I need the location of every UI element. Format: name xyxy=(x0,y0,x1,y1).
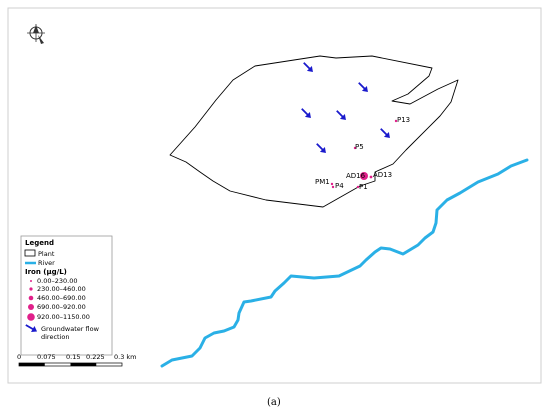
compass-icon xyxy=(27,24,45,44)
site-label-p4: P4 xyxy=(335,182,344,190)
scale-tick-3: 0.225 xyxy=(86,353,105,361)
marker-p4 xyxy=(331,185,335,189)
sampling-points xyxy=(330,119,398,189)
marker-p1 xyxy=(356,185,360,189)
legend-iron-class-1: 230.00–460.00 xyxy=(37,285,86,293)
legend-iron-class-2: 460.00–690.00 xyxy=(37,294,86,302)
site-labels: P13 P5 AD16 AD13 PM1 P4 P1 xyxy=(315,116,410,191)
flow-arrow-icon xyxy=(358,82,368,92)
flow-arrow-icon xyxy=(316,143,326,153)
map-frame xyxy=(7,7,542,384)
scale-tick-1: 0.075 xyxy=(37,353,56,361)
iron-class-marker xyxy=(27,313,35,321)
site-label-p13: P13 xyxy=(397,116,410,124)
iron-class-marker xyxy=(28,304,34,310)
legend-iron-class-0: 0.00–230.00 xyxy=(37,277,77,285)
site-label-ad16: AD16 xyxy=(346,172,366,180)
legend-iron-class-4: 920.00–1150.00 xyxy=(37,313,90,321)
flow-arrows xyxy=(301,62,390,153)
scale-tick-0: 0 xyxy=(17,353,21,361)
scale-bar: 0 0.075 0.15 0.225 0.3 km xyxy=(17,353,137,367)
site-label-ad13: AD13 xyxy=(373,171,392,179)
flow-arrow-icon xyxy=(380,128,390,138)
iron-class-marker xyxy=(29,287,33,291)
marker-ad16 xyxy=(360,172,368,180)
flow-arrow-icon xyxy=(301,108,311,118)
marker-p5 xyxy=(353,146,357,150)
legend-iron-class-3: 690.00–920.00 xyxy=(37,303,86,311)
scale-tick-4: 0.3 km xyxy=(114,353,137,361)
flow-arrow-icon xyxy=(25,324,38,333)
legend-flow-label-line2: direction xyxy=(41,333,70,341)
iron-class-marker xyxy=(28,295,34,301)
iron-class-marker xyxy=(30,280,32,282)
legend: Legend Plant River Iron (µg/L) 0.00–230.… xyxy=(20,235,113,356)
site-label-p1: P1 xyxy=(359,183,368,191)
figure-caption: (a) xyxy=(267,397,281,408)
legend-title: Legend xyxy=(25,239,54,247)
flow-arrow-icon xyxy=(303,62,313,72)
river-line xyxy=(160,158,529,368)
legend-river-label: River xyxy=(38,259,55,267)
marker-p13 xyxy=(394,119,398,123)
site-label-pm1: PM1 xyxy=(315,178,330,186)
legend-flow-label-line1: Groundwater flow xyxy=(41,325,100,333)
legend-iron-title: Iron (µg/L) xyxy=(25,268,67,276)
flow-arrow-icon xyxy=(336,110,346,120)
legend-plant-label: Plant xyxy=(38,250,55,258)
marker-ad13 xyxy=(369,175,373,179)
site-label-p5: P5 xyxy=(355,143,364,151)
scale-tick-2: 0.15 xyxy=(66,353,80,361)
marker-pm1 xyxy=(330,182,334,186)
plant-boundary xyxy=(169,55,459,208)
plant-swatch xyxy=(24,249,36,257)
